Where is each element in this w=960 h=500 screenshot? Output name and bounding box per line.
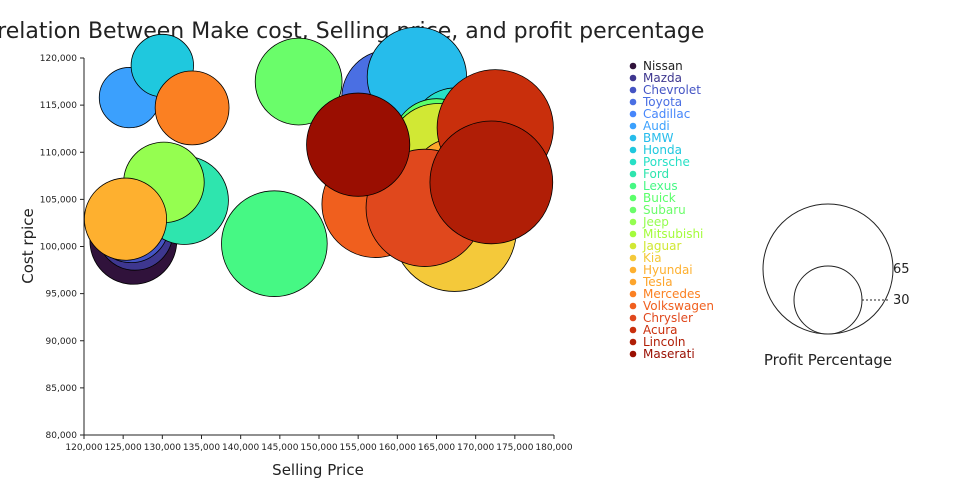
legend-label-jeep[interactable]: Jeep — [642, 215, 669, 229]
legend-marker-mazda[interactable] — [629, 74, 637, 82]
legend-marker-subaru[interactable] — [629, 206, 637, 214]
y-tick-label: 95,000 — [46, 290, 78, 300]
legend-marker-bmw[interactable] — [629, 134, 637, 142]
y-tick-label: 110,000 — [40, 148, 77, 158]
legend-label-nissan[interactable]: Nissan — [643, 59, 683, 73]
y-tick-label: 85,000 — [46, 384, 78, 394]
y-tick-label: 90,000 — [46, 337, 78, 347]
size-legend-label-small: 30 — [893, 293, 910, 308]
legend: NissanMazdaChevroletToyotaCadillacAudiBM… — [629, 59, 714, 361]
legend-marker-maserati[interactable] — [629, 350, 637, 358]
y-tick-label: 100,000 — [40, 243, 77, 253]
y-tick-label: 120,000 — [40, 54, 77, 64]
x-tick-label: 145,000 — [261, 443, 298, 453]
legend-marker-porsche[interactable] — [629, 158, 637, 166]
legend-label-mazda[interactable]: Mazda — [643, 71, 682, 85]
size-legend-title: Profit Percentage — [764, 351, 892, 369]
legend-label-kia[interactable]: Kia — [643, 251, 662, 265]
legend-marker-volkswagen[interactable] — [629, 302, 637, 310]
legend-label-tesla[interactable]: Tesla — [642, 275, 673, 289]
legend-marker-toyota[interactable] — [629, 98, 637, 106]
y-axis-title: Cost rpice — [19, 208, 37, 283]
legend-label-maserati[interactable]: Maserati — [643, 347, 695, 361]
x-tick-label: 175,000 — [496, 443, 533, 453]
x-tick-label: 155,000 — [340, 443, 377, 453]
bubble-subaru[interactable] — [254, 37, 343, 126]
chart-title: Correlation Between Make cost, Selling p… — [0, 19, 704, 44]
legend-label-jaguar[interactable]: Jaguar — [642, 239, 681, 253]
x-tick-label: 150,000 — [300, 443, 337, 453]
legend-marker-mitsubishi[interactable] — [629, 230, 637, 238]
legend-label-cadillac[interactable]: Cadillac — [643, 107, 690, 121]
x-tick-label: 170,000 — [457, 443, 494, 453]
size-legend-label-large: 65 — [893, 262, 910, 277]
legend-label-bmw[interactable]: BMW — [643, 131, 674, 145]
size-legend-small-circle — [793, 265, 863, 335]
legend-marker-chevrolet[interactable] — [629, 86, 637, 94]
legend-label-honda[interactable]: Honda — [643, 143, 682, 157]
legend-label-chevrolet[interactable]: Chevrolet — [643, 83, 701, 97]
bubble-layer — [84, 26, 554, 297]
legend-label-acura[interactable]: Acura — [643, 323, 678, 337]
legend-label-mitsubishi[interactable]: Mitsubishi — [643, 227, 703, 241]
legend-marker-nissan[interactable] — [629, 62, 637, 70]
legend-marker-buick[interactable] — [629, 194, 637, 202]
legend-label-chrysler[interactable]: Chrysler — [643, 311, 693, 325]
bubble-lincoln[interactable] — [429, 120, 554, 245]
y-tick-label: 115,000 — [40, 101, 77, 111]
x-axis-title: Selling Price — [272, 461, 364, 479]
legend-marker-honda[interactable] — [629, 146, 637, 154]
y-tick-label: 105,000 — [40, 195, 77, 205]
legend-marker-jaguar[interactable] — [629, 242, 637, 250]
legend-marker-jeep[interactable] — [629, 218, 637, 226]
legend-marker-audi[interactable] — [629, 122, 637, 130]
legend-marker-lincoln[interactable] — [629, 338, 637, 346]
legend-label-mercedes[interactable]: Mercedes — [643, 287, 701, 301]
legend-marker-chrysler[interactable] — [629, 314, 637, 322]
x-tick-label: 160,000 — [379, 443, 416, 453]
legend-marker-mercedes[interactable] — [629, 290, 637, 298]
legend-label-lincoln[interactable]: Lincoln — [643, 335, 686, 349]
legend-marker-kia[interactable] — [629, 254, 637, 262]
size-legend: 65 30 Profit Percentage — [762, 203, 910, 369]
bubble-maserati[interactable] — [306, 92, 411, 197]
legend-marker-tesla[interactable] — [629, 278, 637, 286]
legend-label-subaru[interactable]: Subaru — [643, 203, 686, 217]
legend-label-lexus[interactable]: Lexus — [643, 179, 678, 193]
legend-label-hyundai[interactable]: Hyundai — [643, 263, 693, 277]
x-tick-label: 140,000 — [222, 443, 259, 453]
x-tick-label: 165,000 — [418, 443, 455, 453]
legend-label-toyota[interactable]: Toyota — [642, 95, 682, 109]
x-tick-label: 135,000 — [183, 443, 220, 453]
x-tick-label: 180,000 — [535, 443, 572, 453]
x-tick-label: 130,000 — [144, 443, 181, 453]
legend-marker-cadillac[interactable] — [629, 110, 637, 118]
legend-label-buick[interactable]: Buick — [643, 191, 676, 205]
axis-ticks: 120,000 125,000 130,000 135,000 140,000 145,0… — [40, 54, 573, 453]
legend-marker-lexus[interactable] — [629, 182, 637, 190]
y-tick-label: 80,000 — [46, 431, 78, 441]
legend-marker-ford[interactable] — [629, 170, 637, 178]
legend-label-audi[interactable]: Audi — [643, 119, 670, 133]
legend-label-volkswagen[interactable]: Volkswagen — [643, 299, 714, 313]
legend-marker-hyundai[interactable] — [629, 266, 637, 274]
x-tick-label: 120,000 — [65, 443, 102, 453]
x-tick-label: 125,000 — [105, 443, 142, 453]
bubble-lexus[interactable] — [221, 190, 328, 297]
legend-label-ford[interactable]: Ford — [643, 167, 669, 181]
legend-label-porsche[interactable]: Porsche — [643, 155, 690, 169]
legend-marker-acura[interactable] — [629, 326, 637, 334]
bubble-mercedes[interactable] — [154, 70, 230, 146]
bubble-hyundai[interactable] — [84, 177, 168, 261]
